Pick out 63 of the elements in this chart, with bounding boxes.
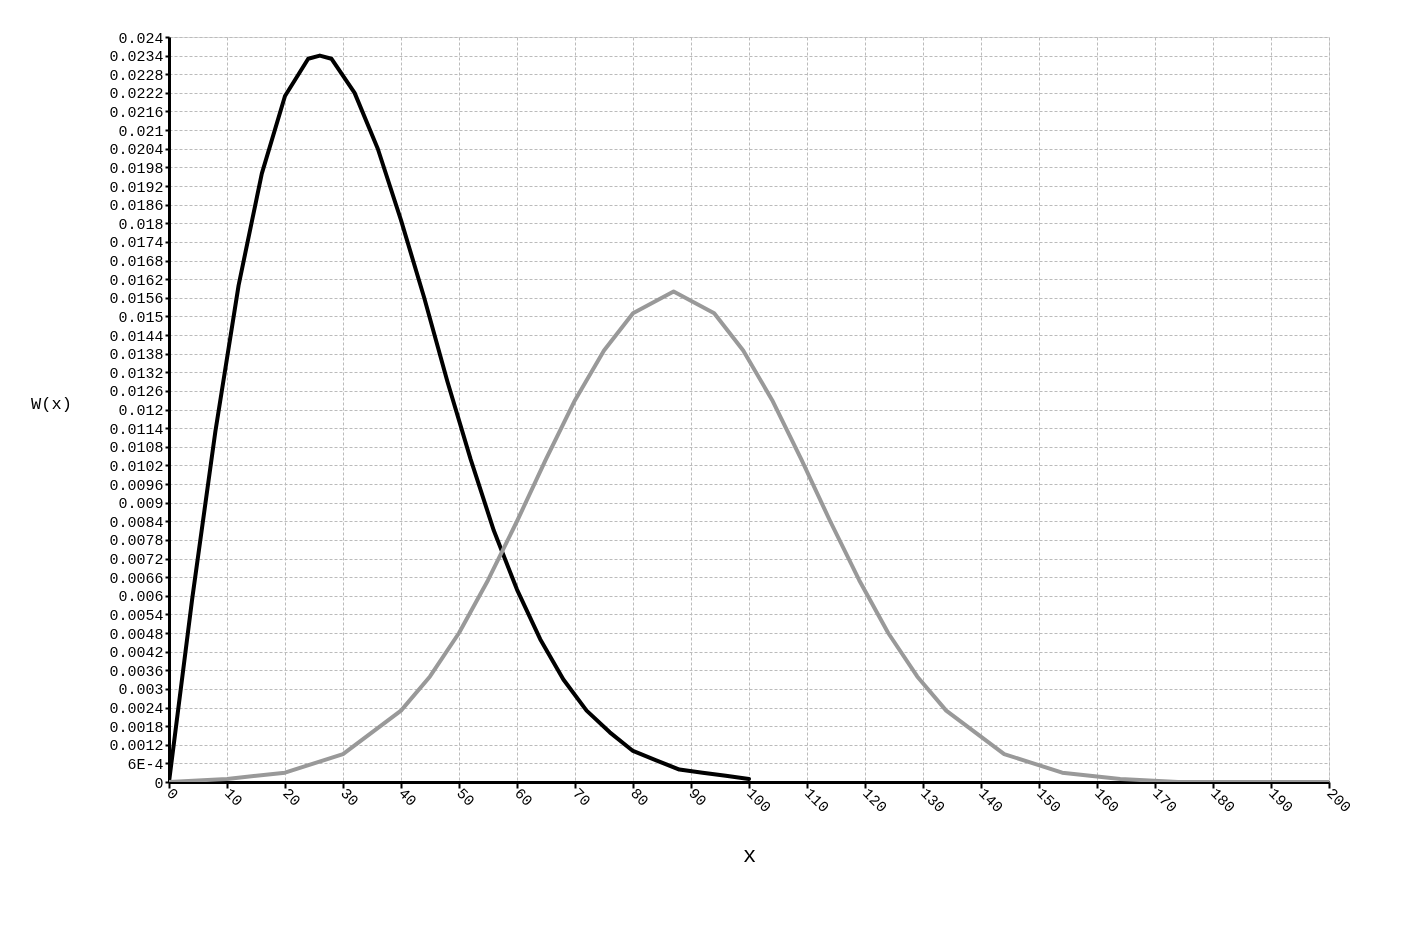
x-tick-label: 200 (1322, 785, 1354, 817)
y-tick-label: 0.0156 (109, 291, 164, 309)
y-tick-label: 0.0162 (109, 272, 164, 290)
y-tick-label: 0.0042 (109, 645, 164, 663)
y-tick-label: 0.0078 (109, 533, 164, 551)
x-tick-label: 10 (220, 785, 246, 811)
x-tick-label: 40 (394, 785, 420, 811)
y-tick-label: 0.0012 (109, 738, 164, 756)
y-tick-label: 0.015 (118, 309, 164, 327)
y-tick-label: 0.0024 (109, 701, 164, 718)
x-tick-label: 20 (278, 785, 304, 811)
x-tick-label: 190 (1264, 785, 1296, 817)
y-tick-label: 0.012 (118, 403, 164, 420)
y-tick-label: 0.0096 (109, 477, 164, 495)
x-tick-label: 150 (1032, 785, 1064, 817)
x-tick-label: 100 (742, 785, 774, 817)
y-tick-label: 0.0216 (109, 105, 164, 122)
y-tick-label: 0.024 (118, 30, 164, 48)
x-tick-label: 180 (1206, 785, 1238, 817)
y-tick-label: 0.0018 (109, 719, 164, 737)
x-tick-label: 70 (568, 785, 594, 811)
y-tick-label: 0.0132 (109, 365, 164, 383)
y-tick-label: 6E-4 (127, 756, 164, 774)
y-tick-label: 0.0054 (109, 607, 164, 625)
x-tick-label: 120 (858, 785, 890, 817)
y-tick-label: 0.0126 (109, 384, 164, 402)
y-tick-label: 0.009 (118, 496, 164, 514)
y-tick-label: 0.0186 (109, 198, 164, 216)
x-tick-label: 130 (916, 785, 948, 817)
y-tick-label: 0.0144 (109, 328, 164, 346)
y-tick-label: 0.003 (118, 682, 164, 700)
y-tick-label: 0.0048 (109, 626, 164, 644)
x-tick-label: 50 (452, 785, 478, 811)
y-axis-title: W(x) (31, 394, 72, 414)
y-tick-label: 0.0168 (109, 254, 164, 271)
y-tick-label: 0.0228 (109, 67, 164, 85)
y-tick-label: 0.018 (118, 216, 164, 234)
y-tick-label: 0.0138 (109, 347, 164, 365)
x-tick-label: 60 (510, 785, 536, 811)
y-tick-label: 0.0072 (109, 552, 164, 569)
x-tick-label: 160 (1090, 785, 1122, 817)
x-axis-title: x (742, 844, 757, 870)
y-tick-label: 0.0108 (109, 440, 164, 458)
y-tick-label: 0.0114 (109, 421, 164, 439)
x-tick-label: 90 (684, 785, 710, 811)
y-tick-label: 0.0222 (109, 86, 164, 104)
x-tick-label: 170 (1148, 785, 1180, 817)
y-tick-label: 0.0198 (109, 160, 164, 178)
y-tick-label: 0.0204 (109, 142, 164, 160)
x-tick-label: 0 (162, 785, 181, 804)
y-tick-label: 0.0174 (109, 235, 164, 253)
y-tick-label: 0.0192 (109, 179, 164, 197)
x-tick-label: 110 (800, 785, 832, 817)
y-tick-label: 0.0066 (109, 570, 164, 588)
y-tick-label: 0.0084 (109, 514, 164, 532)
x-tick-label: 30 (336, 785, 362, 811)
x-tick-label: 80 (626, 785, 652, 811)
y-tick-label: 0.0036 (109, 663, 164, 681)
y-tick-label: 0.0234 (109, 49, 164, 67)
y-tick-label: 0.021 (118, 123, 164, 141)
y-tick-label: 0.0102 (109, 458, 164, 476)
x-tick-label: 140 (974, 785, 1006, 817)
y-tick-label: 0.006 (118, 589, 164, 607)
